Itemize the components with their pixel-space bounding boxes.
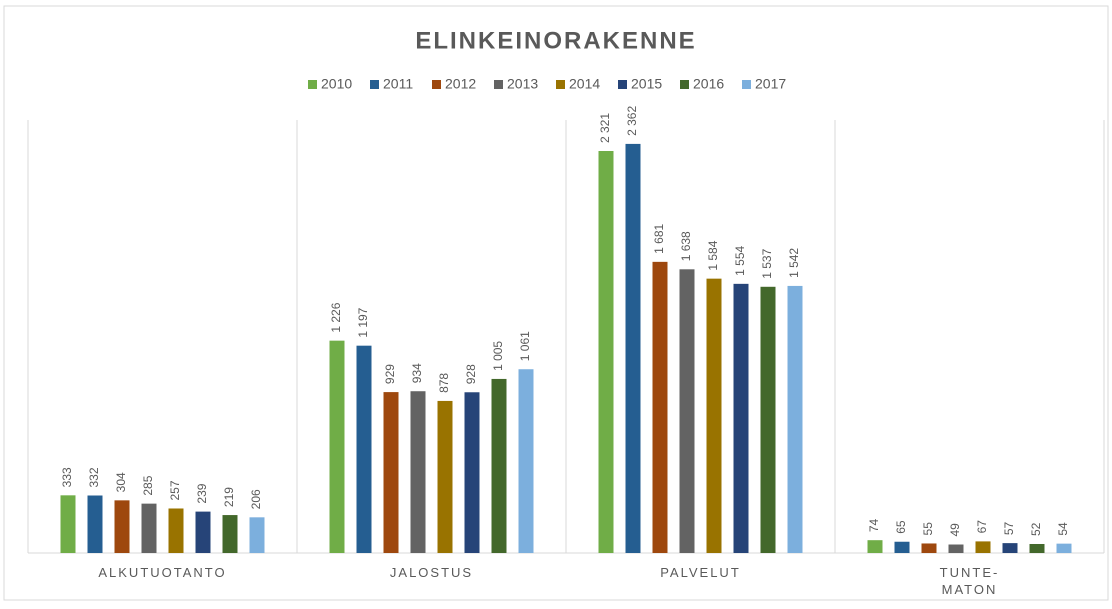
- value-label: 304: [114, 472, 128, 492]
- value-label: 1 681: [652, 223, 666, 253]
- bar: [1002, 543, 1018, 553]
- value-label: 2 321: [598, 113, 612, 143]
- x-tick-label: TUNTE-MATON: [940, 565, 1000, 597]
- value-label: 934: [410, 363, 424, 383]
- value-label: 74: [867, 519, 881, 533]
- bar: [437, 400, 453, 553]
- bar: [867, 540, 883, 553]
- value-label: 57: [1002, 521, 1016, 535]
- chart-title: ELINKEINORAKENNE: [415, 27, 696, 54]
- legend-label: 2010: [321, 76, 352, 92]
- legend-swatch: [494, 80, 503, 89]
- value-label: 333: [60, 467, 74, 487]
- bar: [894, 541, 910, 553]
- bar: [60, 495, 76, 553]
- bar: [249, 517, 265, 553]
- chart-border: [3, 5, 1109, 601]
- legend-label: 2014: [569, 76, 600, 92]
- bar: [760, 286, 776, 553]
- bar: [329, 340, 345, 553]
- legend-label: 2015: [631, 76, 662, 92]
- value-label: 2 362: [625, 106, 639, 136]
- legend-swatch: [556, 80, 565, 89]
- bar: [1056, 543, 1072, 553]
- value-label: 285: [141, 475, 155, 495]
- bar: [625, 143, 641, 553]
- legend-swatch: [618, 80, 627, 89]
- bar: [195, 511, 211, 553]
- value-label: 1 061: [518, 331, 532, 361]
- bar: [679, 269, 695, 553]
- bar: [141, 503, 157, 553]
- value-label: 878: [437, 373, 451, 393]
- bar: [598, 151, 614, 553]
- bar: [948, 544, 964, 553]
- value-label: 332: [87, 467, 101, 487]
- legend-swatch: [680, 80, 689, 89]
- legend-label: 2012: [445, 76, 476, 92]
- value-label: 67: [975, 520, 989, 534]
- legend-swatch: [432, 80, 441, 89]
- value-label: 257: [168, 480, 182, 500]
- bar: [733, 283, 749, 553]
- bar: [410, 391, 426, 553]
- value-label: 65: [894, 520, 908, 534]
- x-tick-label: PALVELUT: [660, 565, 741, 580]
- legend-swatch: [742, 80, 751, 89]
- value-label: 55: [921, 522, 935, 536]
- bar: [87, 495, 103, 553]
- bar: [491, 378, 507, 553]
- legend-label: 2016: [693, 76, 724, 92]
- bar: [706, 278, 722, 553]
- bar: [168, 508, 184, 553]
- value-label: 54: [1056, 522, 1070, 536]
- bar: [1029, 543, 1045, 553]
- value-label: 1 584: [706, 240, 720, 270]
- value-label: 1 197: [356, 307, 370, 337]
- legend-swatch: [308, 80, 317, 89]
- bar: [787, 285, 803, 553]
- value-label: 49: [948, 523, 962, 537]
- bar: [383, 392, 399, 553]
- bar: [518, 369, 534, 553]
- legend-label: 2013: [507, 76, 538, 92]
- bar: [975, 541, 991, 553]
- value-label: 52: [1029, 522, 1043, 536]
- x-tick-label: JALOSTUS: [390, 565, 473, 580]
- bar: [652, 261, 668, 553]
- value-label: 928: [464, 364, 478, 384]
- value-label: 239: [195, 483, 209, 503]
- bar: [114, 500, 130, 553]
- legend-swatch: [370, 80, 379, 89]
- value-label: 1 638: [679, 231, 693, 261]
- bar: [356, 345, 372, 553]
- value-label: 206: [249, 489, 263, 509]
- bar: [464, 392, 480, 553]
- bar: [222, 515, 238, 553]
- value-label: 1 226: [329, 302, 343, 332]
- value-label: 1 542: [787, 248, 801, 278]
- bar: [921, 543, 937, 553]
- value-label: 1 554: [733, 245, 747, 275]
- value-label: 1 537: [760, 248, 774, 278]
- legend-label: 2017: [755, 76, 786, 92]
- value-label: 929: [383, 364, 397, 384]
- x-tick-label: ALKUTUOTANTO: [98, 565, 226, 580]
- value-label: 1 005: [491, 341, 505, 371]
- value-label: 219: [222, 487, 236, 507]
- legend-label: 2011: [383, 76, 413, 92]
